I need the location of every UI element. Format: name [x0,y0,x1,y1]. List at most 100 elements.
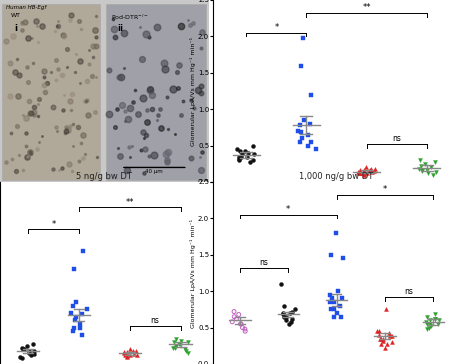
Point [130,351,138,357]
Point [374,328,381,334]
Point [235,312,243,317]
Point [279,312,287,317]
Point [375,332,383,338]
Point [363,165,370,170]
Point [173,343,180,349]
Point [330,314,338,320]
Point [23,343,30,349]
Point [236,156,243,162]
Point [307,139,315,145]
Point [424,326,431,332]
Point [377,336,384,341]
Point [360,171,367,177]
Point [235,157,243,163]
Point [288,316,295,322]
Point [335,288,342,294]
Point [297,63,305,68]
Point [83,306,91,312]
Point [282,317,290,323]
Point [249,157,257,163]
Text: i: i [15,24,18,33]
Point [123,353,131,359]
Point [387,332,394,338]
Bar [2,4,100,180]
Point [426,321,433,327]
Point [381,345,389,351]
Point [356,167,364,173]
Text: ns: ns [405,287,413,296]
Point [428,165,435,170]
Point [18,345,26,351]
Point [237,154,245,159]
Point [120,349,128,355]
Point [277,281,285,287]
Point [171,339,178,345]
Point [333,310,341,316]
Point [360,172,368,178]
Point [339,256,347,261]
Point [132,348,139,354]
Point [30,351,38,357]
Point [307,121,314,127]
Point [241,149,249,154]
Point [386,333,394,339]
Point [171,345,179,351]
Text: WT: WT [10,13,20,18]
Point [286,310,293,316]
Point [418,167,426,173]
Point [326,299,334,305]
Text: Pod-DTR$^{-/-}$: Pod-DTR$^{-/-}$ [110,13,149,22]
Point [380,338,387,344]
Point [427,317,434,323]
Point [235,154,243,159]
Point [435,317,443,323]
Bar [106,4,207,180]
Point [382,306,390,312]
Point [184,350,192,356]
Point [357,170,365,175]
Point [300,117,307,123]
Point [123,349,131,355]
Point [178,338,185,344]
Point [337,314,345,320]
Point [383,341,391,347]
Point [305,143,312,149]
Point [355,169,362,175]
Point [285,321,293,327]
Point [388,333,396,339]
Text: *: * [274,23,279,32]
Text: ns: ns [392,134,401,143]
Point [418,168,425,174]
Point [233,316,240,322]
Point [360,167,367,173]
Point [70,325,78,331]
Point [288,309,296,314]
Text: b: b [201,186,209,195]
Point [424,170,432,176]
Point [169,345,176,351]
Point [77,321,84,327]
Point [333,230,340,236]
Point [336,303,344,309]
Point [18,355,26,361]
Point [68,310,75,316]
Point [328,306,335,312]
Point [76,325,84,331]
Point [326,292,334,298]
Point [237,149,244,154]
Text: 40 μm: 40 μm [146,169,163,174]
Text: ns: ns [260,258,268,267]
Text: **: ** [362,3,371,12]
Text: *: * [383,185,387,194]
Point [230,314,238,320]
Point [432,169,439,175]
Point [246,159,254,165]
Point [173,336,180,341]
Point [434,321,441,327]
Point [355,170,363,176]
Point [294,128,301,134]
Point [237,321,245,327]
Point [175,341,183,347]
Point [29,341,37,347]
Y-axis label: Glomerular LpA/Vs mm Hg⁻¹ min⁻¹: Glomerular LpA/Vs mm Hg⁻¹ min⁻¹ [191,218,197,328]
